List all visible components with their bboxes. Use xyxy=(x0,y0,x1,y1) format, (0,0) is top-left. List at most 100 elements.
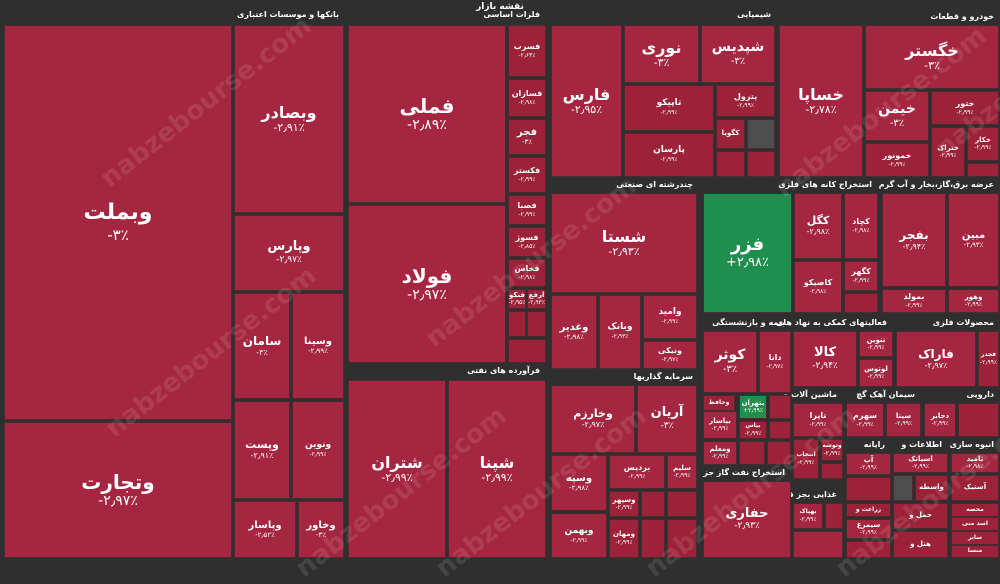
stock-tile[interactable]: سهرم -۲٫۹۹٪ xyxy=(846,403,884,437)
stock-tile[interactable] xyxy=(747,119,775,149)
stock-tile[interactable]: ارفع -۲٫۹۳٪ xyxy=(527,289,546,309)
stock-tile[interactable]: خکار -۲٫۹۹٪ xyxy=(967,127,999,161)
stock-tile[interactable]: ثامید -۲٫۹۸٪ xyxy=(951,453,999,473)
stock-tile[interactable]: فولاد -۲٫۹۷٪ xyxy=(348,205,506,363)
stock-tile[interactable]: کگل -۲٫۹۸٪ xyxy=(794,193,842,259)
stock-tile[interactable] xyxy=(769,395,791,419)
stock-tile[interactable]: وتوشه -۲٫۹۹٪ xyxy=(821,439,843,461)
stock-tile[interactable]: فارس -۲٫۹۵٪ xyxy=(551,25,622,177)
stock-tile[interactable]: فصبا -۲٫۹۹٪ xyxy=(508,195,546,225)
stock-tile[interactable]: آریان -۳٪ xyxy=(637,385,697,453)
stock-tile[interactable] xyxy=(844,293,878,313)
stock-tile[interactable]: وتجارت -۲٫۹۷٪ xyxy=(4,422,232,558)
stock-tile[interactable]: فزر +۲٫۹۸٪ xyxy=(703,193,792,313)
stock-tile[interactable]: دانا -۲٫۹۷٪ xyxy=(759,331,791,393)
stock-tile[interactable] xyxy=(967,163,999,177)
stock-tile[interactable]: سیتا -۲٫۹۹٪ xyxy=(886,403,921,437)
stock-tile[interactable]: وسینا -۲٫۹۹٪ xyxy=(292,293,344,399)
stock-tile[interactable]: بهپاک -۲٫۹۹٪ xyxy=(793,503,823,529)
stock-tile[interactable]: تنوین -۲٫۹۹٪ xyxy=(859,331,893,357)
stock-tile[interactable]: خمونور -۲٫۹۹٪ xyxy=(865,143,929,177)
stock-tile[interactable]: خیمن -۳٪ xyxy=(865,91,929,141)
stock-tile[interactable]: وامید -۲٫۹۹٪ xyxy=(643,295,697,339)
stock-tile[interactable]: اسد منی xyxy=(951,517,999,531)
stock-tile[interactable]: فسازان -۲٫۹۸٪ xyxy=(508,79,546,117)
stock-tile[interactable]: فکستر -۲٫۹۹٪ xyxy=(508,157,546,193)
stock-tile[interactable]: فسرب -۲٫۶۴٪ xyxy=(508,25,546,77)
stock-tile[interactable]: ومهان -۲٫۹۹٪ xyxy=(609,519,639,558)
stock-tile[interactable]: بیاس -۲٫۹۹٪ xyxy=(739,421,767,439)
stock-tile[interactable]: فاراک -۲٫۹۷٪ xyxy=(896,331,976,387)
stock-tile[interactable] xyxy=(508,339,546,363)
stock-tile[interactable] xyxy=(641,491,665,517)
stock-tile[interactable]: دجابر -۲٫۹۹٪ xyxy=(924,403,956,437)
stock-tile[interactable]: کچاد -۲٫۹۸٪ xyxy=(844,193,878,259)
stock-tile[interactable]: فجدر -۲٫۹۹٪ xyxy=(978,331,999,387)
stock-tile[interactable]: کگویا xyxy=(716,119,745,149)
stock-tile[interactable] xyxy=(641,519,665,558)
stock-tile[interactable]: کاصیکو -۲٫۹۸٪ xyxy=(794,261,842,313)
stock-tile[interactable]: بمولد -۲٫۹۹٪ xyxy=(882,289,946,313)
stock-tile[interactable]: سیمرغ -۲٫۹۹٪ xyxy=(846,519,891,539)
stock-tile[interactable]: وخارزم -۲٫۹۷٪ xyxy=(551,385,635,453)
stock-tile[interactable]: واسطه xyxy=(915,475,948,501)
stock-tile[interactable]: فنکو -۲٫۹۵٪ xyxy=(508,289,526,309)
stock-tile[interactable]: وپاسار -۲٫۵۲٪ xyxy=(234,501,296,558)
stock-tile[interactable] xyxy=(846,541,891,558)
stock-tile[interactable]: ونوین -۲٫۹۹٪ xyxy=(292,401,344,499)
stock-tile[interactable]: تاپرا -۲٫۹۹٪ xyxy=(793,403,843,437)
stock-tile[interactable]: حفاری -۲٫۹۳٪ xyxy=(703,481,791,558)
stock-tile[interactable] xyxy=(825,503,843,529)
stock-tile[interactable]: شستا -۲٫۹۳٪ xyxy=(551,193,697,293)
stock-tile[interactable]: کالا -۲٫۹۴٪ xyxy=(793,331,857,387)
stock-tile[interactable] xyxy=(667,519,697,558)
stock-tile[interactable] xyxy=(958,403,999,437)
stock-tile[interactable]: بپاسار -۲٫۹۹٪ xyxy=(703,411,737,439)
stock-tile[interactable]: زراعت و xyxy=(846,503,891,517)
stock-tile[interactable]: وپارس -۲٫۹۷٪ xyxy=(234,215,344,291)
stock-tile[interactable] xyxy=(821,463,843,479)
stock-tile[interactable] xyxy=(893,475,913,501)
stock-tile[interactable]: خساپا -۲٫۷۸٪ xyxy=(779,25,863,177)
stock-tile[interactable]: منسا xyxy=(951,545,999,558)
stock-tile[interactable] xyxy=(667,491,697,517)
stock-tile[interactable] xyxy=(508,311,526,337)
stock-tile[interactable]: آستیک xyxy=(951,475,999,501)
stock-tile[interactable]: وبانک -۲٫۹۳٪ xyxy=(599,295,641,369)
stock-tile[interactable]: ختور -۲٫۹۹٪ xyxy=(931,91,999,125)
stock-tile[interactable]: ونیکی -۲٫۹۷٪ xyxy=(643,341,697,369)
stock-tile[interactable] xyxy=(716,151,745,177)
stock-tile[interactable]: فخاس -۲٫۹۸٪ xyxy=(508,259,546,287)
stock-tile[interactable]: فجر -۳٪ xyxy=(508,119,546,155)
stock-tile[interactable]: شپدیس -۳٪ xyxy=(701,25,775,83)
stock-tile[interactable] xyxy=(527,311,546,337)
stock-tile[interactable]: وبملت -۳٪ xyxy=(4,25,232,420)
stock-tile[interactable]: شتران -۲٫۹۹٪ xyxy=(348,380,446,558)
stock-tile[interactable]: وبصادر -۲٫۹۱٪ xyxy=(234,25,344,213)
stock-tile[interactable]: سامان -۳٪ xyxy=(234,293,290,399)
stock-tile[interactable] xyxy=(769,421,791,439)
stock-tile[interactable]: محصه xyxy=(951,503,999,517)
stock-tile[interactable]: بفجر -۲٫۹۴٪ xyxy=(882,193,946,287)
stock-tile[interactable]: پارسان -۲٫۹۹٪ xyxy=(624,133,714,177)
stock-tile[interactable]: فسوژ -۲٫۸۵٪ xyxy=(508,227,546,257)
stock-tile[interactable]: حمل و xyxy=(893,503,948,529)
stock-tile[interactable]: اسیاتک -۲٫۹۹٪ xyxy=(893,453,948,473)
stock-tile[interactable] xyxy=(739,441,765,465)
stock-tile[interactable] xyxy=(846,477,891,501)
stock-tile[interactable]: وغدیر -۲٫۹۸٪ xyxy=(551,295,597,369)
stock-tile[interactable]: خگستر -۳٪ xyxy=(865,25,999,89)
stock-tile[interactable]: وخاور -۳٪ xyxy=(298,501,344,558)
stock-tile[interactable] xyxy=(793,531,843,558)
stock-tile[interactable]: کوثر -۳٪ xyxy=(703,331,757,393)
stock-tile[interactable]: سلیم -۲٫۹۹٪ xyxy=(667,455,697,489)
stock-tile[interactable]: لوتوس -۲٫۹۹٪ xyxy=(859,359,893,387)
stock-tile[interactable]: نوری -۳٪ xyxy=(624,25,699,83)
stock-tile[interactable]: فملی -۲٫۸۹٪ xyxy=(348,25,506,203)
stock-tile[interactable]: هتل و xyxy=(893,531,948,558)
stock-tile[interactable]: وسپهر -۲٫۹۹٪ xyxy=(609,491,639,517)
stock-tile[interactable]: وحافظ xyxy=(703,395,735,411)
stock-tile[interactable]: بتهران +۲٫۹۹٪ xyxy=(739,395,767,419)
stock-tile[interactable]: کگهر -۲٫۹۹٪ xyxy=(844,261,878,291)
stock-tile[interactable]: آپ -۲٫۹۹٪ xyxy=(846,453,891,475)
